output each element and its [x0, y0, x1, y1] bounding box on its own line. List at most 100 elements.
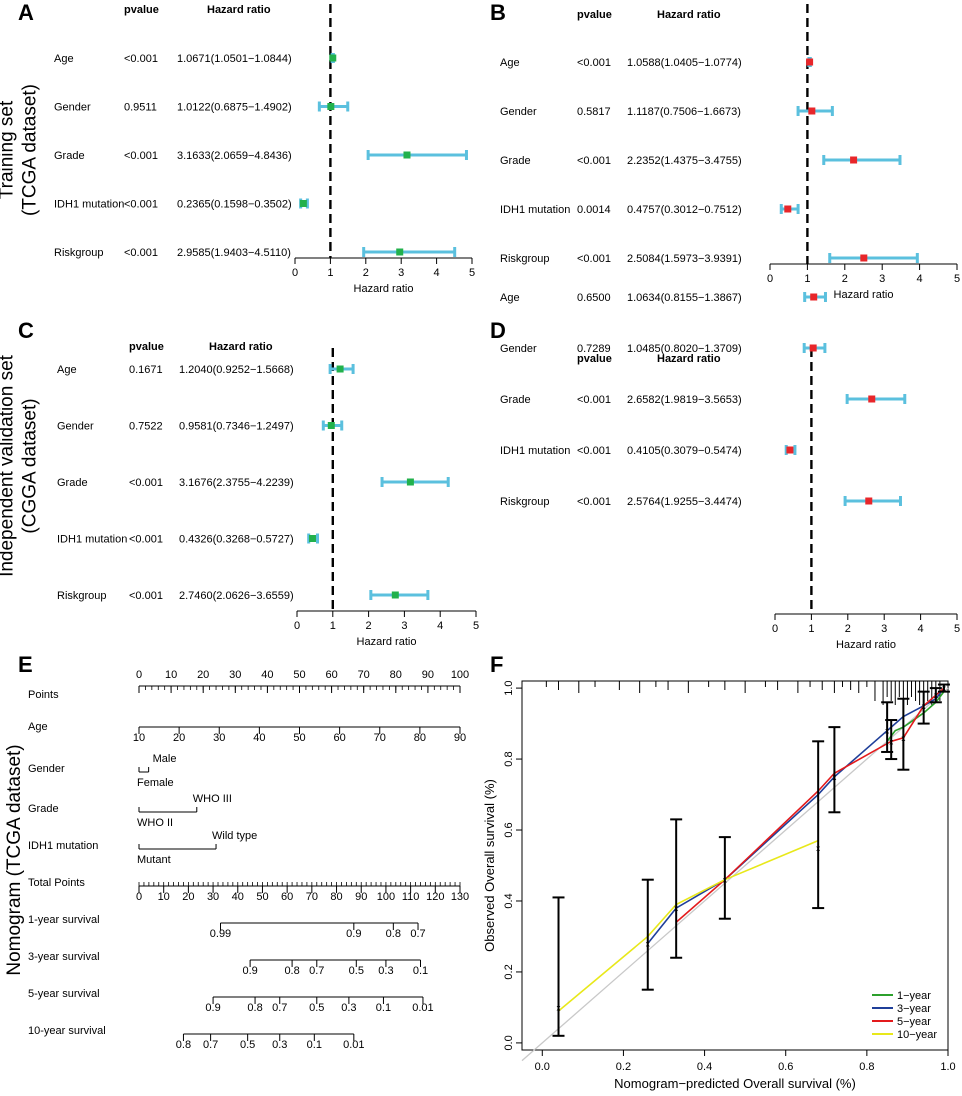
- forest-plot-d: pvalue Hazard ratio Age 0.6500 1.0634(0.8155…: [500, 292, 960, 651]
- tick-label: 30: [229, 669, 241, 681]
- nomogram-row-label: Points: [28, 689, 59, 701]
- row-hr-text: 1.0634(0.8155−1.3867): [627, 292, 742, 304]
- tick-label: 0.1: [376, 1002, 391, 1014]
- forest-plot-c: pvalue Hazard ratio Age 0.1671 1.2040(0.9252…: [57, 341, 479, 648]
- row-hr-text: 3.1676(2.3755−4.2239): [179, 477, 294, 489]
- pvalue-header: pvalue: [577, 353, 612, 365]
- panel-letter-e: E: [18, 652, 33, 677]
- row-pvalue: 0.1671: [129, 364, 163, 376]
- data-point: x: [816, 844, 820, 853]
- category-high-label: Wild type: [212, 830, 257, 842]
- hr-point: [327, 103, 335, 110]
- series-line: [558, 839, 819, 1012]
- tick-label: 80: [414, 732, 426, 744]
- row-pvalue: <0.001: [577, 155, 611, 167]
- row-hr-text: 3.1633(2.0659−4.8436): [177, 150, 292, 162]
- hazard-ratio-header: Hazard ratio: [657, 353, 721, 365]
- tick-label: 40: [232, 891, 244, 903]
- tick-label: 0.8: [247, 1002, 262, 1014]
- tick-label: 100: [451, 669, 469, 681]
- x-tick-label: 3: [401, 620, 407, 632]
- tick-label: 70: [358, 669, 370, 681]
- x-tick-label: 0: [767, 273, 773, 285]
- row-pvalue: <0.001: [577, 496, 611, 508]
- data-point: x: [557, 1003, 561, 1012]
- row-label: IDH1 mutation: [500, 204, 570, 216]
- x-axis-title: Hazard ratio: [357, 636, 417, 648]
- tick-label: 80: [390, 669, 402, 681]
- tick-label: 10: [158, 891, 170, 903]
- tick-label: 0.1: [413, 965, 428, 977]
- tick-label: 0.8: [284, 965, 299, 977]
- hr-point: [329, 54, 337, 62]
- tick-label: 90: [422, 669, 434, 681]
- validation-set-label: Independent validation set(CGGA dataset): [0, 354, 41, 577]
- x-tick-label: 4: [918, 623, 924, 635]
- data-point: x: [674, 904, 678, 913]
- row-label: Age: [500, 292, 520, 304]
- nomogram-label: Nomogram (TCGA dataset): [4, 744, 25, 975]
- x-tick-label: 0.2: [616, 1061, 631, 1073]
- hr-point: [809, 344, 817, 352]
- x-tick-label: 2: [363, 267, 369, 279]
- tick-label: 110: [402, 891, 420, 903]
- row-label: Riskgroup: [500, 496, 550, 508]
- nomogram-row-label: 3-year survival: [28, 951, 100, 963]
- tick-label: 0.7: [203, 1039, 218, 1051]
- row-label: Grade: [57, 477, 88, 489]
- y-axis-title: Observed Overall survival (%): [482, 779, 497, 952]
- plot-frame: [521, 680, 949, 1051]
- hazard-ratio-header: Hazard ratio: [209, 341, 273, 353]
- pvalue-header: pvalue: [577, 9, 612, 21]
- hr-point: [786, 446, 794, 454]
- y-tick-label: 0.2: [503, 964, 515, 979]
- row-label: Gender: [54, 102, 91, 114]
- row-label: Age: [54, 53, 74, 65]
- data-point: x: [885, 727, 889, 736]
- pvalue-header: pvalue: [129, 341, 164, 353]
- ideal-line: [521, 687, 949, 1062]
- row-hr-text: 2.9585(1.9403−4.5110): [177, 247, 291, 259]
- row-label: Riskgroup: [57, 590, 107, 602]
- row-label: IDH1 mutation: [500, 445, 570, 457]
- y-tick-label: 0.4: [503, 893, 515, 908]
- panel-letter-f: F: [490, 652, 503, 677]
- tick-label: 0.7: [309, 965, 324, 977]
- legend-label: 5−year: [897, 1016, 931, 1028]
- hr-point: [860, 254, 868, 262]
- row-pvalue: <0.001: [577, 394, 611, 406]
- tick-label: 70: [306, 891, 318, 903]
- nomogram-row-label: 5-year survival: [28, 988, 100, 1000]
- row-label: Grade: [500, 155, 531, 167]
- nomogram-row-label: Gender: [28, 763, 65, 775]
- row-hr-text: 1.0671(1.0501−1.0844): [177, 53, 292, 65]
- tick-label: 0.3: [272, 1039, 287, 1051]
- x-tick-label: 4: [437, 620, 443, 632]
- category-high-label: Male: [153, 753, 177, 765]
- x-tick-label: 1: [327, 267, 333, 279]
- tick-label: 0.9: [205, 1002, 220, 1014]
- tick-label: 90: [355, 891, 367, 903]
- row-label: IDH1 mutation: [57, 534, 127, 546]
- data-point: x: [646, 940, 650, 949]
- validation-set-label-line: (CGGA dataset): [20, 398, 41, 533]
- x-axis-title: Nomogram−predicted Overall survival (%): [614, 1076, 856, 1091]
- tick-label: 0.5: [349, 965, 364, 977]
- y-tick-label: 0.0: [503, 1035, 515, 1050]
- row-label: Gender: [500, 106, 537, 118]
- tick-label: 0.3: [341, 1002, 356, 1014]
- training-set-label-line: Training set: [0, 100, 18, 199]
- tick-label: 0.7: [410, 928, 425, 940]
- nomogram-row-label: IDH1 mutation: [28, 840, 98, 852]
- row-hr-text: 1.1187(0.7506−1.6673): [627, 106, 741, 118]
- nomogram-row-label: Age: [28, 721, 48, 733]
- hr-point: [850, 156, 858, 164]
- nomogram-row-label: Grade: [28, 803, 59, 815]
- row-label: Grade: [500, 394, 531, 406]
- hr-point: [308, 535, 316, 542]
- forest-plot-b: pvalue Hazard ratio Age <0.001 1.0588(1.0405…: [500, 4, 960, 301]
- hr-point: [391, 591, 399, 599]
- legend-label: 1−year: [897, 990, 931, 1002]
- hr-point: [784, 205, 792, 213]
- tick-label: 50: [293, 669, 305, 681]
